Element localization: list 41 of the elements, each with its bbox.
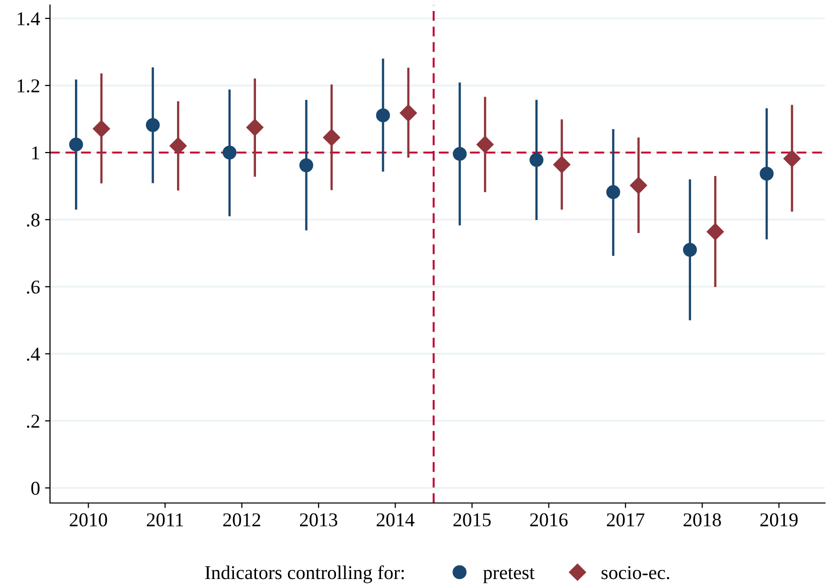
- x-tick-label: 2013: [300, 513, 338, 526]
- point: [476, 136, 494, 154]
- y-tick-label: 1: [32, 146, 40, 160]
- x-tick-label: 2012: [223, 513, 260, 526]
- x-tick-label: 2010: [70, 513, 108, 526]
- y-tick-label: .6: [26, 280, 40, 294]
- point: [452, 146, 467, 161]
- point: [400, 104, 417, 122]
- point: [606, 185, 620, 200]
- point: [323, 128, 340, 146]
- point: [170, 137, 187, 154]
- y-tick-label: .8: [26, 213, 40, 227]
- point: [553, 156, 570, 174]
- point: [683, 242, 697, 257]
- y-tick-label: 1.2: [18, 79, 40, 93]
- x-tick-label: 2017: [606, 513, 644, 526]
- legend-title: Indicators controlling for:: [205, 565, 404, 584]
- point: [69, 138, 84, 152]
- y-tick-label: .4: [26, 348, 40, 361]
- point: [92, 120, 110, 138]
- x-tick-label: 2015: [453, 513, 491, 526]
- y-tick-label: 1.4: [18, 12, 40, 26]
- point: [299, 158, 314, 172]
- point: [530, 152, 544, 167]
- point: [376, 108, 390, 122]
- y-tick-label: .2: [26, 414, 40, 428]
- x-tick-label: 2014: [376, 513, 414, 526]
- point: [630, 176, 648, 194]
- x-tick-label: 2018: [684, 513, 721, 526]
- x-tick-label: 2011: [146, 513, 184, 526]
- point: [783, 150, 801, 168]
- point: [706, 223, 724, 240]
- point: [222, 146, 236, 160]
- x-tick-label: 2019: [760, 513, 798, 526]
- x-tick-label: 2016: [530, 513, 568, 526]
- point: [760, 166, 774, 181]
- legend-label: socio-ec.: [602, 566, 670, 580]
- point: [246, 118, 264, 136]
- legend-label: pretest: [483, 568, 535, 584]
- y-tick-label: 0: [31, 482, 40, 495]
- point: [146, 118, 160, 132]
